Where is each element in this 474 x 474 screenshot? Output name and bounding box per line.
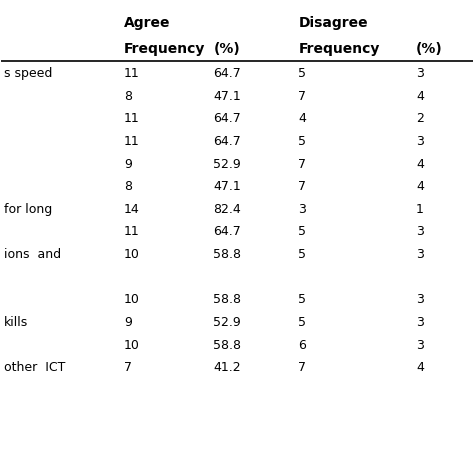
Text: 1: 1 — [416, 203, 424, 216]
Text: 7: 7 — [298, 180, 306, 193]
Text: 4: 4 — [416, 361, 424, 374]
Text: 10: 10 — [124, 248, 140, 261]
Text: 6: 6 — [298, 338, 306, 352]
Text: 5: 5 — [298, 67, 306, 80]
Text: 58.8: 58.8 — [213, 293, 241, 306]
Text: 11: 11 — [124, 226, 140, 238]
Text: 3: 3 — [416, 135, 424, 148]
Text: Frequency: Frequency — [124, 42, 205, 55]
Text: s speed: s speed — [4, 67, 52, 80]
Text: 47.1: 47.1 — [213, 90, 241, 103]
Text: 3: 3 — [416, 226, 424, 238]
Text: 3: 3 — [416, 338, 424, 352]
Text: 14: 14 — [124, 203, 140, 216]
Text: Disagree: Disagree — [298, 17, 368, 30]
Text: 3: 3 — [416, 293, 424, 306]
Text: 5: 5 — [298, 226, 306, 238]
Text: 4: 4 — [416, 180, 424, 193]
Text: (%): (%) — [416, 42, 443, 55]
Text: 4: 4 — [416, 158, 424, 171]
Text: 64.7: 64.7 — [213, 226, 241, 238]
Text: 11: 11 — [124, 67, 140, 80]
Text: 11: 11 — [124, 135, 140, 148]
Text: ions  and: ions and — [4, 248, 61, 261]
Text: 3: 3 — [416, 67, 424, 80]
Text: 7: 7 — [124, 361, 132, 374]
Text: Frequency: Frequency — [298, 42, 380, 55]
Text: 5: 5 — [298, 135, 306, 148]
Text: 5: 5 — [298, 316, 306, 329]
Text: 52.9: 52.9 — [213, 316, 241, 329]
Text: 10: 10 — [124, 338, 140, 352]
Text: 8: 8 — [124, 90, 132, 103]
Text: 2: 2 — [416, 112, 424, 126]
Text: 7: 7 — [298, 361, 306, 374]
Text: for long: for long — [4, 203, 52, 216]
Text: 7: 7 — [298, 90, 306, 103]
Text: 11: 11 — [124, 112, 140, 126]
Text: 64.7: 64.7 — [213, 112, 241, 126]
Text: 3: 3 — [416, 248, 424, 261]
Text: 58.8: 58.8 — [213, 338, 241, 352]
Text: 4: 4 — [298, 112, 306, 126]
Text: Agree: Agree — [124, 17, 171, 30]
Text: 58.8: 58.8 — [213, 248, 241, 261]
Text: 3: 3 — [298, 203, 306, 216]
Text: 9: 9 — [124, 316, 132, 329]
Text: 52.9: 52.9 — [213, 158, 241, 171]
Text: kills: kills — [4, 316, 28, 329]
Text: 10: 10 — [124, 293, 140, 306]
Text: 7: 7 — [298, 158, 306, 171]
Text: 5: 5 — [298, 293, 306, 306]
Text: 3: 3 — [416, 316, 424, 329]
Text: 4: 4 — [416, 90, 424, 103]
Text: other  ICT: other ICT — [4, 361, 65, 374]
Text: 8: 8 — [124, 180, 132, 193]
Text: 5: 5 — [298, 248, 306, 261]
Text: 41.2: 41.2 — [213, 361, 241, 374]
Text: (%): (%) — [213, 42, 240, 55]
Text: 9: 9 — [124, 158, 132, 171]
Text: 47.1: 47.1 — [213, 180, 241, 193]
Text: 82.4: 82.4 — [213, 203, 241, 216]
Text: 64.7: 64.7 — [213, 67, 241, 80]
Text: 64.7: 64.7 — [213, 135, 241, 148]
